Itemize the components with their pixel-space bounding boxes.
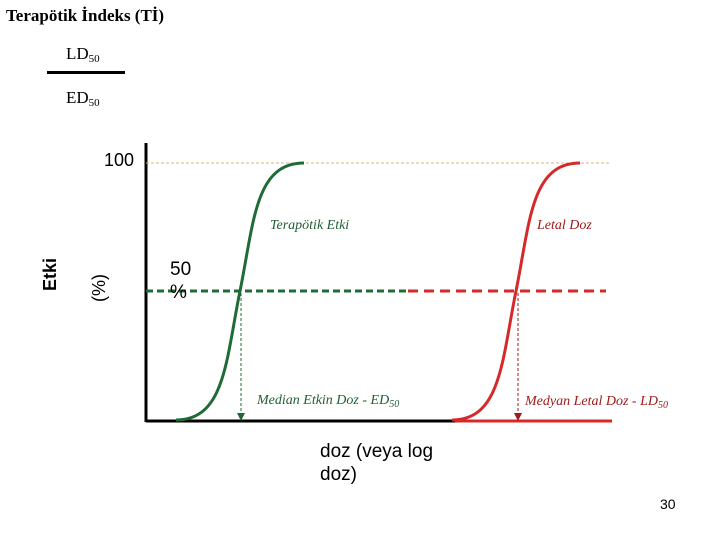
numerator-subscript: 50 — [88, 53, 100, 65]
ed50-subscript: 50 — [389, 399, 400, 410]
page-number: 30 — [660, 496, 676, 512]
fraction-denominator: ED50 — [66, 88, 100, 109]
y-tick-50: 50 % — [170, 259, 192, 303]
therapeutic-effect-label: Terapötik Etki — [270, 218, 350, 233]
ld50-label: Medyan Letal Doz - LD50 — [525, 394, 668, 411]
denominator-subscript: 50 — [88, 97, 100, 109]
ld50-subscript: 50 — [658, 400, 668, 411]
fraction-numerator: LD50 — [66, 44, 100, 65]
lethal-dose-curve — [451, 161, 581, 422]
x-axis-label: doz (veya log doz) — [320, 441, 434, 485]
denominator-base: ED — [66, 88, 89, 107]
ld50-arrowhead — [514, 413, 522, 421]
y-tick-100: 100 — [104, 150, 135, 170]
fraction-bar — [47, 71, 125, 74]
y-axis-unit-text: (%) — [89, 274, 109, 302]
ed50-label: Median Etkin Doz - ED50 — [257, 393, 399, 410]
y-axis-label-text: Etki — [40, 257, 60, 291]
lethal-dose-label: Letal Doz — [537, 218, 592, 233]
ld50-label-text: Medyan Letal Doz - LD — [525, 394, 658, 409]
therapeutic-effect-curve — [175, 161, 305, 422]
slide-title: Terapötik İndeks (Tİ) — [6, 6, 165, 25]
numerator-base: LD — [66, 44, 89, 63]
ed50-arrowhead — [237, 413, 245, 421]
ed50-label-text: Median Etkin Doz - ED — [257, 393, 390, 408]
